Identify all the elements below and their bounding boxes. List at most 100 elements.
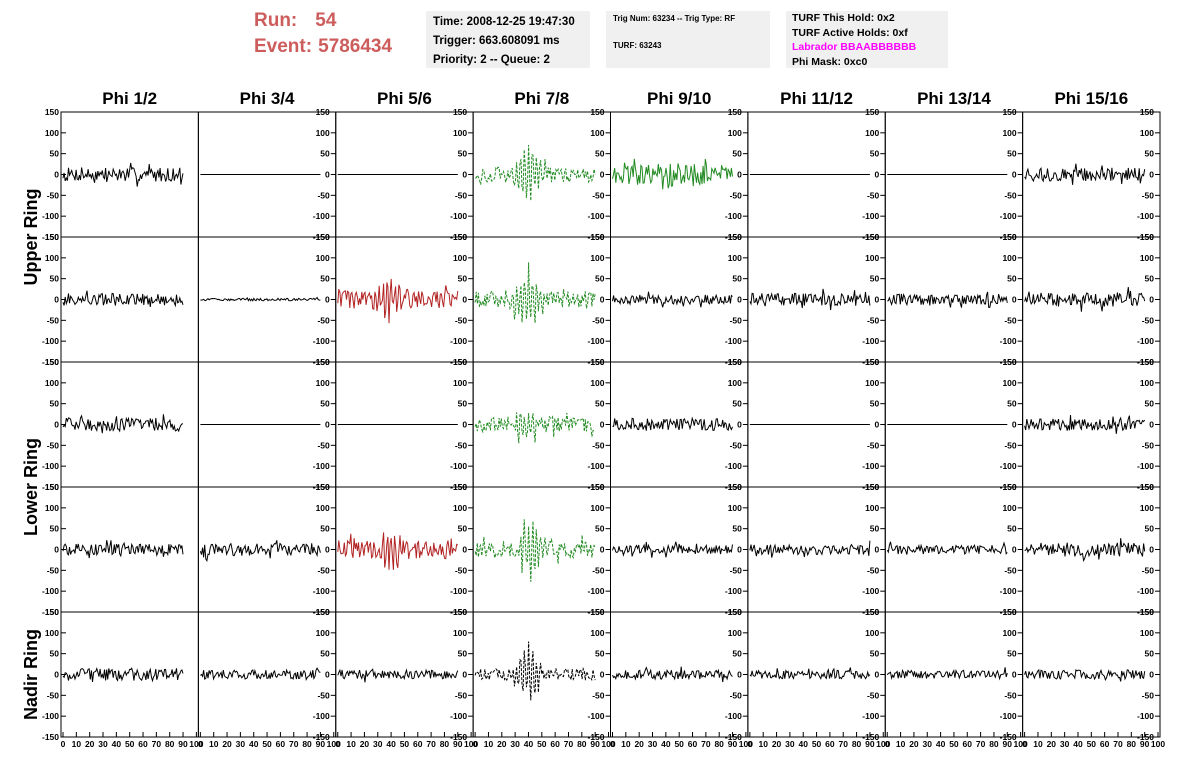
y-tick-label: 0 [54, 670, 59, 680]
y-tick-label: 150 [865, 607, 879, 617]
y-tick-label: -50 [47, 565, 60, 575]
y-tick-label: -50 [1142, 440, 1155, 450]
x-tick-label: 60 [963, 739, 973, 749]
y-tick-label: -50 [455, 190, 468, 200]
y-tick-label: 0 [54, 545, 59, 555]
y-tick-label: 50 [458, 274, 468, 284]
y-tick-label: -100 [587, 711, 604, 721]
y-tick-label: 50 [595, 649, 605, 659]
y-tick-label: 0 [325, 170, 330, 180]
y-tick-label: 50 [1145, 649, 1155, 659]
panel-frame [60, 111, 199, 238]
time-text: Time: 2008-12-25 19:47:30 [433, 16, 575, 28]
y-tick-label: 150 [453, 607, 467, 617]
y-tick-label: 150 [590, 482, 604, 492]
y-tick-label: -100 [1137, 211, 1154, 221]
waveform-trace [62, 414, 184, 434]
y-tick-label: -100 [862, 586, 879, 596]
y-tick-label: 0 [737, 545, 742, 555]
x-tick-label: 100 [1014, 739, 1028, 749]
event-number: 5786434 [318, 36, 393, 57]
x-tick-label: 50 [537, 739, 547, 749]
y-tick-label: 50 [1145, 274, 1155, 284]
y-tick-label: 50 [595, 524, 605, 534]
y-tick-label: -100 [1000, 336, 1017, 346]
y-tick-label: 100 [1140, 253, 1154, 263]
y-tick-label: 50 [870, 524, 880, 534]
y-tick-label: 0 [54, 170, 59, 180]
x-tick-label: 40 [112, 739, 122, 749]
y-tick-label: 50 [1007, 149, 1017, 159]
x-tick-label: 100 [464, 739, 478, 749]
waveform-trace [1024, 163, 1146, 185]
y-tick-label: 50 [732, 149, 742, 159]
x-tick-label: 80 [852, 739, 862, 749]
x-tick-label: 50 [262, 739, 272, 749]
waveform-trace [337, 668, 459, 683]
x-tick-label: 40 [524, 739, 534, 749]
x-tick-label: 0 [198, 739, 203, 749]
y-tick-label: -50 [867, 190, 880, 200]
y-tick-label: 100 [865, 378, 879, 388]
y-tick-label: 150 [1002, 357, 1016, 367]
x-tick-label: 70 [701, 739, 711, 749]
y-tick-label: 100 [1002, 128, 1016, 138]
x-tick-label: 30 [236, 739, 246, 749]
x-tick-label: 0 [748, 739, 753, 749]
y-tick-label: -50 [1142, 190, 1155, 200]
y-tick-label: 100 [45, 128, 59, 138]
y-tick-label: 150 [316, 482, 330, 492]
y-tick-label: -100 [313, 336, 330, 346]
y-tick-label: 150 [453, 357, 467, 367]
waveform-trace [612, 291, 733, 308]
y-tick-label: -100 [725, 711, 742, 721]
run-event-header: Run: 54 Event: 5786434 [254, 8, 392, 60]
y-tick-label: 0 [875, 420, 880, 430]
waveform-trace [62, 540, 184, 559]
x-tick-label: 20 [634, 739, 644, 749]
x-tick-label: 0 [61, 739, 66, 749]
waveform-trace [474, 641, 596, 701]
y-tick-label: -50 [317, 315, 330, 325]
y-tick-label: 0 [1149, 670, 1154, 680]
y-tick-label: -100 [42, 586, 59, 596]
y-tick-label: 50 [458, 149, 468, 159]
y-tick-label: -50 [1004, 565, 1017, 575]
y-tick-label: 150 [590, 232, 604, 242]
y-tick-label: 50 [458, 399, 468, 409]
y-tick-label: -50 [730, 690, 743, 700]
y-tick-label: -150 [1000, 732, 1017, 742]
ring-label: Upper Ring [21, 189, 41, 286]
y-tick-label: -100 [313, 711, 330, 721]
x-tick-label: 0 [885, 739, 890, 749]
y-tick-label: 0 [462, 170, 467, 180]
y-tick-label: -100 [587, 461, 604, 471]
y-tick-label: 0 [600, 420, 605, 430]
y-tick-label: -50 [455, 440, 468, 450]
y-tick-label: 150 [728, 607, 742, 617]
y-tick-label: -100 [1137, 336, 1154, 346]
x-tick-label: 90 [316, 739, 326, 749]
waveform-trace [475, 144, 596, 201]
y-tick-label: -100 [450, 336, 467, 346]
x-tick-label: 10 [758, 739, 768, 749]
y-tick-label: 0 [54, 295, 59, 305]
phi-mask-text: Phi Mask: 0xc0 [792, 55, 868, 68]
y-tick-label: 50 [320, 274, 330, 284]
column-label: Phi 5/6 [377, 89, 432, 108]
y-tick-label: 100 [316, 253, 330, 263]
y-tick-label: 0 [1012, 545, 1017, 555]
y-tick-label: -100 [313, 586, 330, 596]
x-tick-label: 60 [1100, 739, 1110, 749]
y-tick-label: 150 [1140, 232, 1154, 242]
y-tick-label: -100 [1137, 711, 1154, 721]
